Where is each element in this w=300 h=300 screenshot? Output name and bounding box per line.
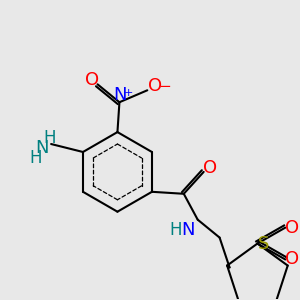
Text: O: O (85, 71, 99, 89)
Text: S: S (258, 235, 269, 253)
Text: H: H (29, 149, 41, 167)
Text: O: O (202, 159, 217, 177)
Text: O: O (148, 77, 162, 95)
Text: O: O (285, 250, 299, 268)
Text: −: − (159, 79, 172, 94)
Text: N: N (35, 139, 49, 157)
Text: H: H (169, 220, 182, 238)
Text: H: H (43, 129, 56, 147)
Text: N: N (114, 86, 127, 104)
Text: N: N (181, 220, 194, 238)
Text: O: O (285, 219, 299, 237)
Text: +: + (124, 88, 133, 98)
